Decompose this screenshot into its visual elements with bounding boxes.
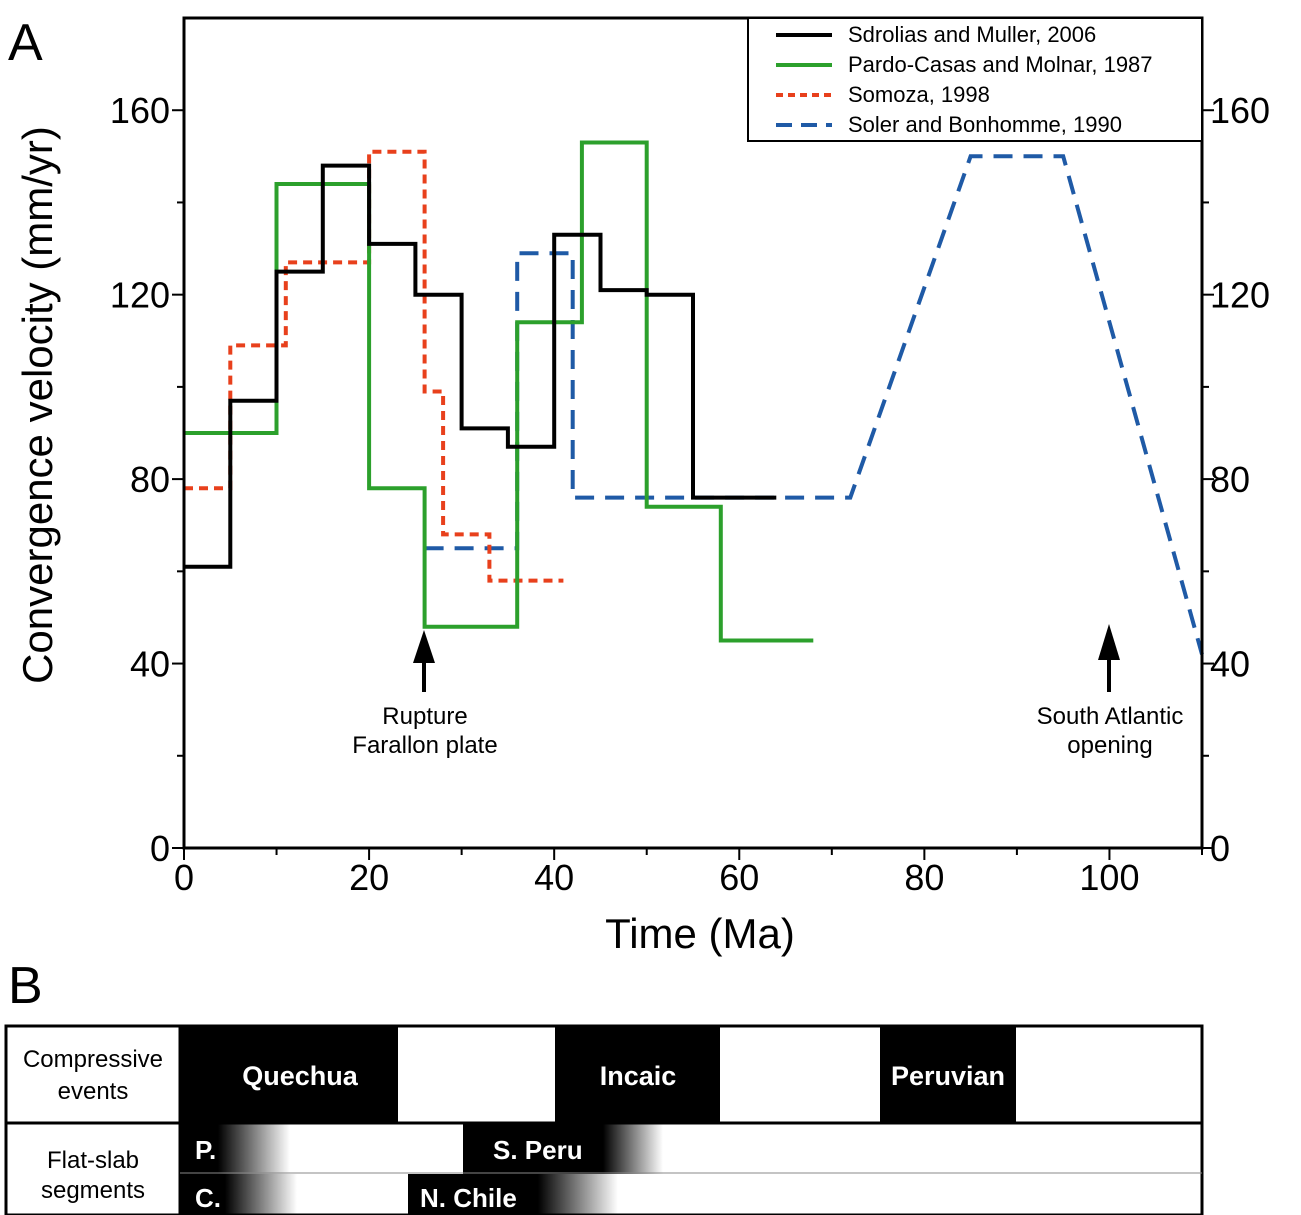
arrow-up-icon <box>1098 624 1120 660</box>
y-tick-label-left: 40 <box>130 644 170 685</box>
x-tick-label: 40 <box>534 857 574 898</box>
event-block-quechua <box>180 1026 398 1122</box>
annotation-rupture: Rupture Farallon plate <box>352 630 498 759</box>
series-line-2 <box>184 149 564 583</box>
y-tick-label-right: 160 <box>1210 90 1270 131</box>
legend-label-soler: Soler and Bonhomme, 1990 <box>848 112 1122 137</box>
segment-label-s-peru: S. Peru <box>493 1135 583 1165</box>
event-label-incaic: Incaic <box>600 1061 677 1091</box>
series-layer <box>184 140 1204 655</box>
x-axis-label: Time (Ma) <box>605 910 795 957</box>
y-tick-label-left: 120 <box>110 275 170 316</box>
panel-a-label: A <box>8 14 43 72</box>
row-label-flatslab-1: Flat-slab <box>47 1147 139 1174</box>
legend-label-sdrolias: Sdrolias and Muller, 2006 <box>848 22 1096 47</box>
row-label-compressive-2: events <box>58 1078 129 1105</box>
y-tick-label-right: 40 <box>1210 644 1250 685</box>
plot-frame <box>182 16 1204 850</box>
annotation-rupture-line1: Rupture <box>382 703 467 730</box>
y-tick-label-left: 160 <box>110 90 170 131</box>
y-tick-label-left: 80 <box>130 459 170 500</box>
x-tick-label: 0 <box>174 857 194 898</box>
segment-block-s-peru <box>463 1124 603 1174</box>
x-tick-label: 20 <box>349 857 389 898</box>
arrow-up-icon <box>413 630 435 663</box>
x-tick-label: 60 <box>719 857 759 898</box>
segment-fade-n-chile <box>538 1174 618 1215</box>
event-label-quechua: Quechua <box>242 1061 359 1091</box>
segment-fade-p <box>218 1124 290 1174</box>
y-tick-label-right: 120 <box>1210 275 1270 316</box>
segment-block-n-chile <box>408 1174 538 1215</box>
series-line-3 <box>424 154 1204 655</box>
event-block-incaic <box>555 1026 720 1122</box>
legend-box <box>747 17 1203 142</box>
panel-b-label: B <box>8 957 43 1015</box>
y-tick-label-right: 0 <box>1210 828 1230 869</box>
y-axis-label: Convergence velocity (mm/yr) <box>14 126 61 684</box>
x-tick-label: 100 <box>1079 857 1139 898</box>
y-tick-label-left: 0 <box>150 828 170 869</box>
annotation-atlantic-line1: South Atlantic <box>1037 703 1184 730</box>
segment-fade-s-peru <box>603 1124 663 1174</box>
legend: Sdrolias and Muller, 2006 Pardo-Casas an… <box>747 17 1203 142</box>
segment-block-c <box>180 1174 225 1215</box>
table-frame <box>4 1024 1204 1215</box>
legend-label-somoza: Somoza, 1998 <box>848 82 990 107</box>
segment-label-n-chile: N. Chile <box>420 1183 517 1213</box>
table-b: Compressive events Flat-slab segments Qu… <box>4 1024 1204 1215</box>
row-label-flatslab-2: segments <box>41 1177 145 1204</box>
segment-fade-c <box>225 1174 297 1215</box>
legend-label-pardo: Pardo-Casas and Molnar, 1987 <box>848 52 1153 77</box>
x-tick-label: 80 <box>904 857 944 898</box>
event-block-peruvian <box>880 1026 1016 1122</box>
segment-label-p: P. <box>195 1135 216 1165</box>
series-line-0 <box>184 163 777 569</box>
annotation-atlantic: South Atlantic opening <box>1037 624 1184 759</box>
annotation-atlantic-line2: opening <box>1067 732 1152 759</box>
event-label-peruvian: Peruvian <box>891 1061 1005 1091</box>
row-label-compressive-1: Compressive <box>23 1046 163 1073</box>
y-tick-label-right: 80 <box>1210 459 1250 500</box>
segment-label-c: C. <box>195 1183 221 1213</box>
annotation-rupture-line2: Farallon plate <box>352 732 497 759</box>
segment-block-p <box>180 1124 218 1174</box>
